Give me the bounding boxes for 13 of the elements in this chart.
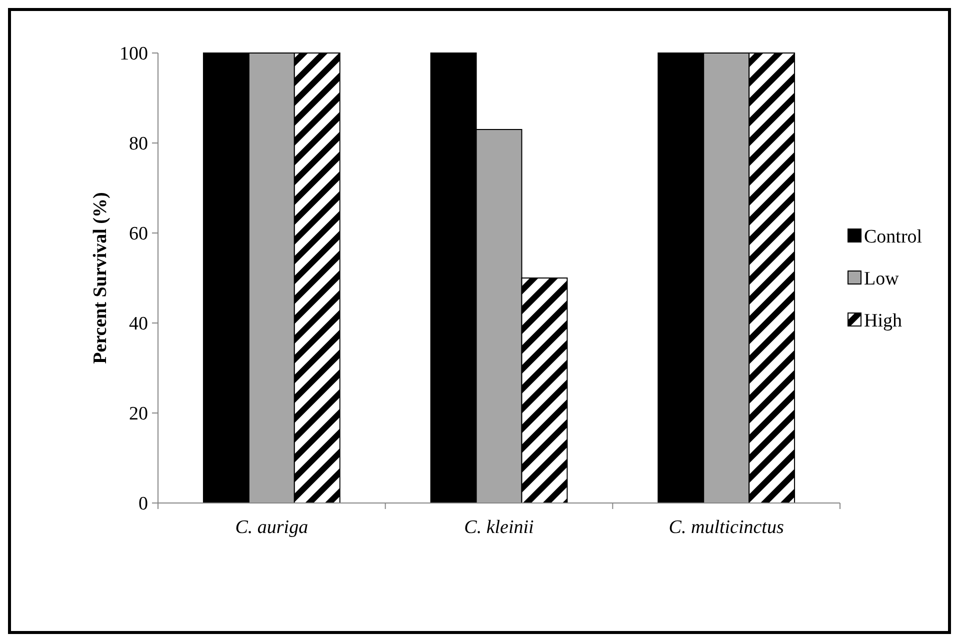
x-tick-label: C. auriga — [235, 517, 308, 538]
y-axis-title: Percent Survival (%) — [90, 192, 111, 364]
legend-label: Control — [864, 226, 922, 248]
x-tick-label: C. multicinctus — [668, 517, 784, 538]
y-tick-label: 20 — [129, 404, 148, 425]
y-tick-label: 80 — [129, 134, 148, 155]
y-tick-label: 0 — [138, 494, 148, 515]
legend-label: Low — [864, 268, 900, 290]
y-tick-label: 60 — [129, 224, 148, 245]
y-tick-label: 100 — [120, 44, 148, 65]
legend-label: High — [864, 310, 902, 332]
x-tick-label: C. kleinii — [464, 517, 534, 538]
y-tick-label: 40 — [129, 314, 148, 335]
